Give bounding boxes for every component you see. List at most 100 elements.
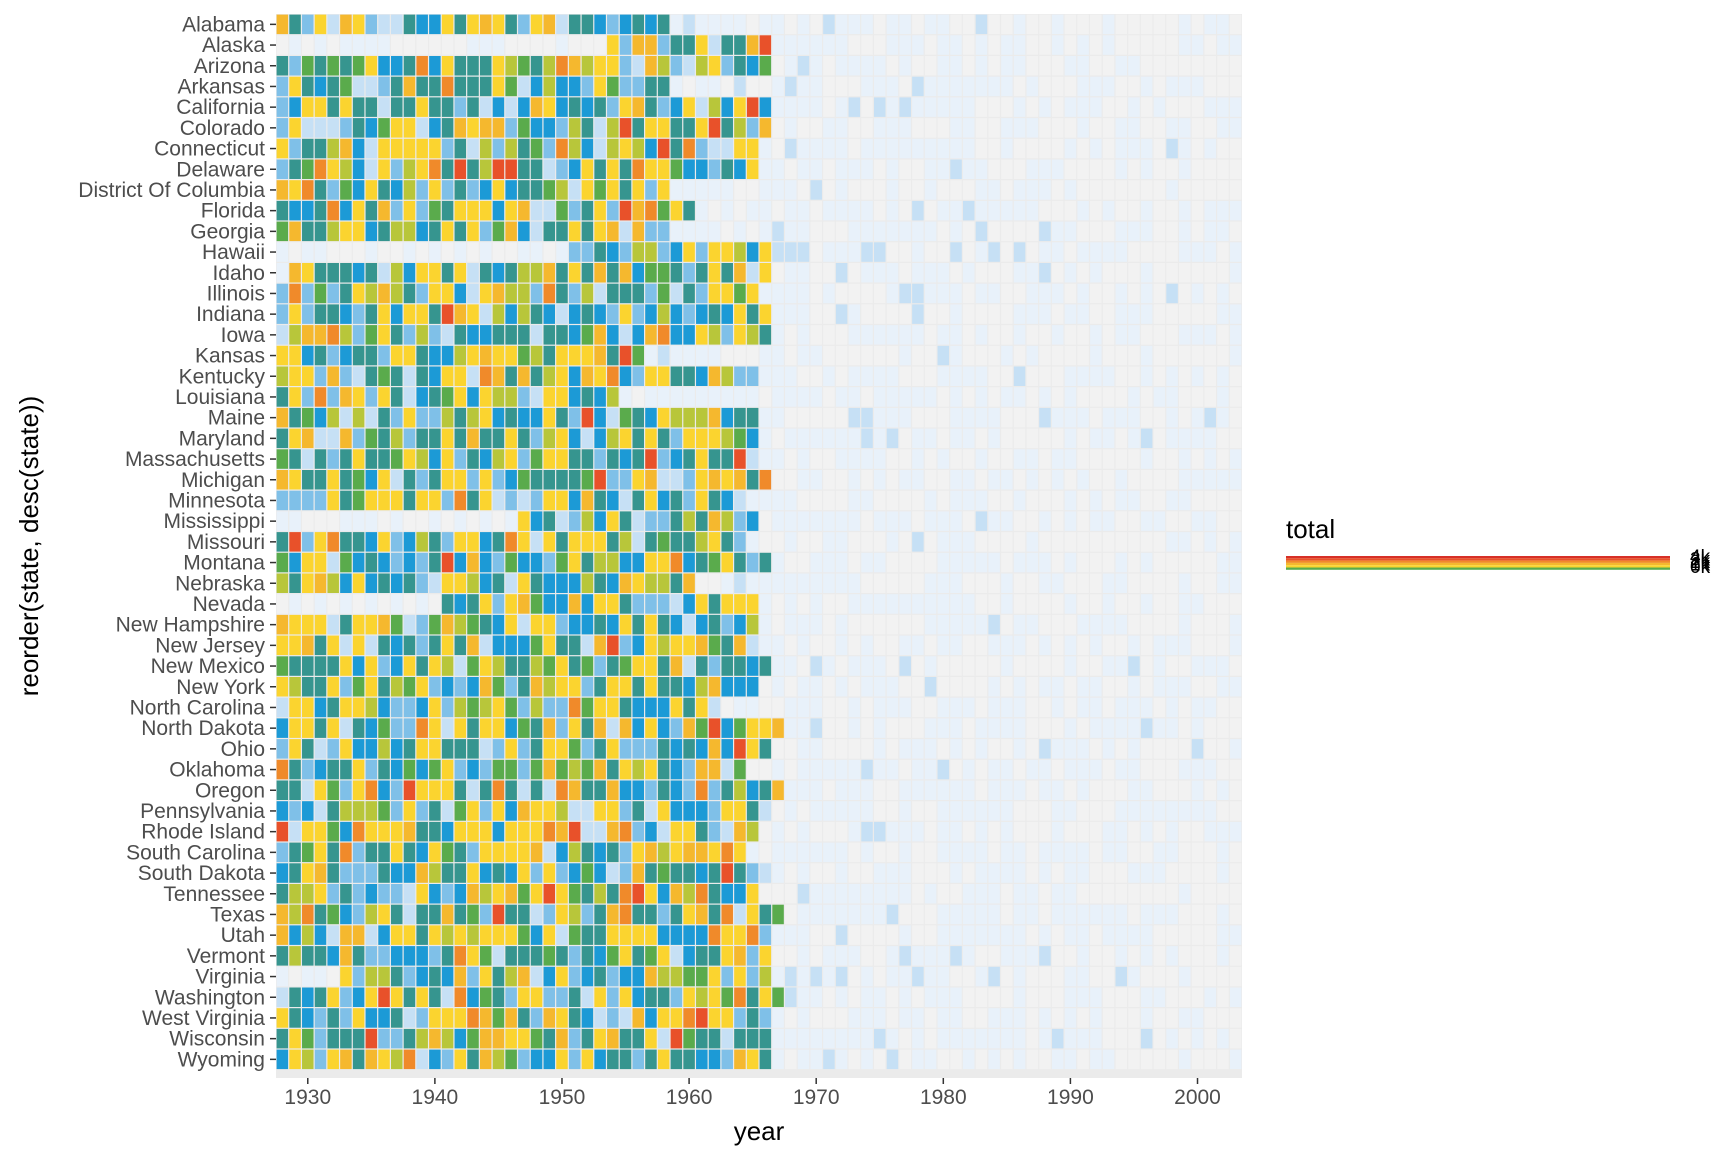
heatmap-cell <box>670 470 683 490</box>
heatmap-cell <box>403 656 416 676</box>
heatmap-cell <box>1204 180 1216 200</box>
heatmap-cell <box>378 759 390 780</box>
heatmap-cell <box>975 677 988 697</box>
heatmap-cell <box>848 614 861 635</box>
heatmap-cell <box>1026 1008 1039 1028</box>
heatmap-cell <box>1039 904 1051 925</box>
heatmap-cell <box>797 904 810 925</box>
heatmap-cell <box>594 118 606 138</box>
heatmap-cell <box>454 780 467 800</box>
heatmap-cell <box>454 242 467 262</box>
heatmap-cell <box>1051 283 1064 304</box>
heatmap-cell <box>352 759 365 780</box>
heatmap-cell <box>530 345 543 366</box>
heatmap-cell <box>1077 987 1089 1007</box>
heatmap-cell <box>1115 863 1128 883</box>
heatmap-cell <box>276 428 289 449</box>
heatmap-cell <box>543 159 556 179</box>
heatmap-cell <box>632 242 645 262</box>
heatmap-cell <box>759 697 772 718</box>
heatmap-cell <box>708 470 721 490</box>
heatmap-cell <box>429 407 441 428</box>
heatmap-cell <box>1179 904 1191 925</box>
heatmap-cell <box>302 614 314 635</box>
heatmap-cell <box>403 614 416 635</box>
heatmap-cell <box>378 470 390 490</box>
heatmap-cell <box>276 884 289 904</box>
heatmap-cell <box>912 118 924 138</box>
heatmap-cell <box>912 1028 924 1049</box>
heatmap-cell <box>302 470 314 490</box>
heatmap-cell <box>1153 159 1166 179</box>
heatmap-cell <box>988 76 1000 97</box>
heatmap-cell <box>696 118 708 138</box>
heatmap-cell <box>1090 325 1102 345</box>
heatmap-cell <box>823 304 835 324</box>
heatmap-cell <box>289 966 301 987</box>
heatmap-cell <box>899 552 911 573</box>
heatmap-cell <box>1179 180 1191 200</box>
heatmap-cell <box>734 1008 746 1028</box>
heatmap-cell <box>454 759 467 780</box>
heatmap-cell <box>441 35 454 55</box>
heatmap-cell <box>1077 14 1089 35</box>
heatmap-cell <box>1191 511 1204 531</box>
heatmap-cell <box>1051 304 1064 324</box>
heatmap-cell <box>518 1028 530 1049</box>
heatmap-cell <box>975 56 988 76</box>
heatmap-cell <box>1051 946 1064 966</box>
heatmap-cell <box>302 863 314 883</box>
heatmap-cell <box>619 925 632 945</box>
heatmap-cell <box>365 759 378 780</box>
heatmap-cell <box>619 180 632 200</box>
heatmap-cell <box>1001 56 1013 76</box>
heatmap-cell <box>1051 573 1064 593</box>
heatmap-cell <box>924 14 937 35</box>
heatmap-cell <box>492 532 505 552</box>
heatmap-cell <box>429 242 441 262</box>
heatmap-cell <box>378 180 390 200</box>
heatmap-cell <box>568 138 581 159</box>
heatmap-cell <box>1090 490 1102 511</box>
heatmap-cell <box>861 138 873 159</box>
heatmap-cell <box>518 552 530 573</box>
heatmap-cell <box>1013 97 1026 117</box>
heatmap-cell <box>1039 387 1051 407</box>
heatmap-cell <box>289 366 301 386</box>
heatmap-cell <box>1153 635 1166 656</box>
heatmap-cell <box>1204 242 1216 262</box>
heatmap-cell <box>772 635 784 656</box>
heatmap-cell <box>1140 490 1153 511</box>
heatmap-cell <box>1204 635 1216 656</box>
heatmap-cell <box>962 200 975 221</box>
y-tick-label: Washington <box>155 986 265 1009</box>
heatmap-cell <box>289 842 301 863</box>
heatmap-cell <box>1140 759 1153 780</box>
heatmap-cell <box>759 842 772 863</box>
heatmap-cell <box>429 470 441 490</box>
heatmap-cell <box>988 1049 1000 1070</box>
heatmap-cell <box>416 925 428 945</box>
heatmap-cell <box>594 345 606 366</box>
heatmap-cell <box>950 325 962 345</box>
heatmap-cell <box>518 925 530 945</box>
heatmap-cell <box>962 863 975 883</box>
heatmap-cell <box>937 987 950 1007</box>
heatmap-cell <box>276 552 289 573</box>
heatmap-cell <box>708 842 721 863</box>
heatmap-cell <box>950 801 962 821</box>
heatmap-cell <box>1026 697 1039 718</box>
heatmap-cell <box>721 966 733 987</box>
heatmap-cell <box>1001 366 1013 386</box>
heatmap-cell <box>772 614 784 635</box>
heatmap-cell <box>416 594 428 614</box>
heatmap-cell <box>340 138 352 159</box>
heatmap-cell <box>365 863 378 883</box>
heatmap-cell <box>886 511 899 531</box>
heatmap-cell <box>454 532 467 552</box>
y-tick-label: Alaska <box>202 34 265 57</box>
heatmap-cell <box>988 635 1000 656</box>
heatmap-cell <box>1204 739 1216 759</box>
heatmap-cell <box>1102 1008 1115 1028</box>
heatmap-cell <box>581 304 594 324</box>
